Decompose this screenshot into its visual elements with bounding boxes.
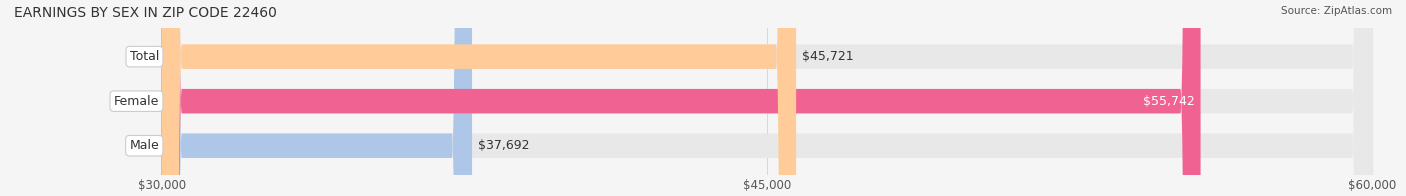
Text: Source: ZipAtlas.com: Source: ZipAtlas.com — [1281, 6, 1392, 16]
Text: EARNINGS BY SEX IN ZIP CODE 22460: EARNINGS BY SEX IN ZIP CODE 22460 — [14, 6, 277, 20]
FancyBboxPatch shape — [162, 0, 1372, 196]
FancyBboxPatch shape — [162, 0, 472, 196]
Text: $45,721: $45,721 — [803, 50, 853, 63]
FancyBboxPatch shape — [162, 0, 1372, 196]
Text: Male: Male — [129, 139, 159, 152]
Text: $37,692: $37,692 — [478, 139, 530, 152]
Text: Total: Total — [129, 50, 159, 63]
Text: Female: Female — [114, 95, 159, 108]
Text: $55,742: $55,742 — [1143, 95, 1195, 108]
FancyBboxPatch shape — [162, 0, 1372, 196]
FancyBboxPatch shape — [162, 0, 1201, 196]
FancyBboxPatch shape — [162, 0, 796, 196]
